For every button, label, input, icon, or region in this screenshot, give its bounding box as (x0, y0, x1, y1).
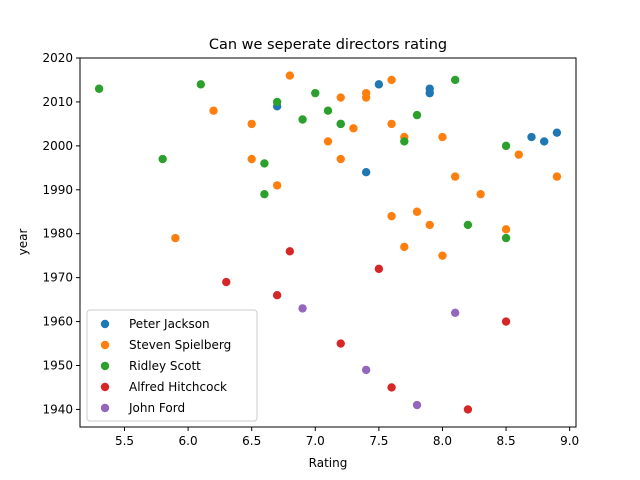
y-axis-label: year (16, 229, 30, 256)
data-point (247, 154, 256, 164)
data-point (425, 88, 434, 98)
x-tick-label: 7.0 (306, 434, 325, 448)
data-point (196, 80, 206, 89)
data-point (450, 308, 460, 317)
y-tick-label: 2000 (42, 139, 73, 153)
chart-title: Can we seperate directors rating (209, 37, 447, 53)
data-point (400, 137, 409, 146)
legend-label: Peter Jackson (129, 317, 210, 331)
data-point (387, 119, 396, 129)
data-point (311, 88, 320, 98)
data-point (260, 189, 269, 199)
legend-label: Alfred Hitchcock (129, 380, 227, 394)
plot-area-frame (79, 57, 577, 428)
data-point (285, 247, 295, 256)
y-tick-label: 2020 (42, 51, 73, 65)
x-tick-label: 8.5 (497, 434, 516, 448)
legend-box (86, 309, 258, 422)
data-point (247, 119, 256, 129)
data-point (476, 189, 485, 199)
data-point (501, 225, 511, 234)
data-point (349, 124, 358, 133)
data-point (336, 339, 345, 348)
data-point (272, 291, 282, 300)
data-point (514, 150, 523, 159)
legend-marker (100, 340, 110, 350)
data-point (374, 80, 384, 89)
x-tick-label: 5.5 (115, 434, 134, 448)
data-point (501, 317, 511, 326)
x-axis-ticks: 5.5 6.0 6.5 7.0 7.5 8.0 8.5 9.0 (115, 427, 579, 448)
data-point (272, 97, 282, 107)
legend-label: John Ford (128, 401, 185, 415)
data-point (336, 154, 345, 164)
data-points (94, 71, 562, 414)
data-point (272, 181, 282, 190)
data-point (450, 172, 460, 181)
data-point (361, 93, 371, 102)
data-point (94, 84, 104, 93)
data-point (438, 132, 447, 142)
y-tick-label: 1950 (42, 359, 73, 373)
legend-label: Steven Spielberg (129, 338, 231, 352)
data-point (336, 93, 345, 102)
data-point (552, 172, 562, 181)
data-point (387, 75, 396, 85)
data-point (222, 277, 231, 287)
data-point (323, 106, 333, 115)
data-point (209, 106, 218, 115)
data-point (260, 159, 269, 168)
legend-marker (100, 403, 110, 413)
legend-marker (100, 361, 110, 371)
data-point (298, 304, 307, 313)
data-point (285, 71, 295, 80)
y-tick-label: 1960 (42, 315, 73, 329)
x-tick-label: 6.0 (179, 434, 198, 448)
data-point (552, 128, 562, 137)
data-point (361, 168, 371, 177)
data-point (425, 220, 434, 230)
data-point (158, 154, 167, 164)
data-point (450, 75, 460, 85)
x-axis-label: Rating (309, 456, 348, 470)
data-point (387, 211, 396, 221)
data-point (400, 242, 409, 252)
data-point (501, 141, 511, 151)
x-tick-label: 9.0 (560, 434, 579, 448)
y-axis-ticks: 1940 1950 1960 1970 1980 1990 2000 2010 2020 (42, 51, 80, 416)
legend-label: Ridley Scott (129, 359, 201, 373)
data-point (463, 405, 473, 414)
y-tick-label: 2010 (42, 95, 73, 109)
data-point (412, 110, 422, 120)
data-point (298, 115, 307, 124)
x-tick-label: 6.5 (242, 434, 261, 448)
data-point (501, 233, 511, 243)
legend: Peter Jackson Steven Spielberg Ridley Scot… (86, 309, 258, 422)
data-point (171, 233, 180, 243)
data-point (540, 137, 549, 146)
y-tick-label: 1970 (42, 271, 73, 285)
data-point (361, 365, 371, 375)
x-tick-label: 7.5 (369, 434, 388, 448)
legend-marker (100, 319, 110, 329)
data-point (527, 132, 536, 142)
x-tick-label: 8.0 (433, 434, 452, 448)
data-point (323, 137, 333, 146)
data-point (374, 264, 384, 274)
data-point (412, 400, 422, 410)
y-tick-label: 1940 (42, 402, 73, 416)
y-tick-label: 1990 (42, 183, 73, 197)
data-point (412, 207, 422, 216)
data-point (463, 220, 473, 230)
y-tick-label: 1980 (42, 227, 73, 241)
legend-marker (100, 382, 110, 392)
data-point (336, 119, 345, 129)
data-point (387, 383, 396, 392)
data-point (438, 251, 447, 260)
